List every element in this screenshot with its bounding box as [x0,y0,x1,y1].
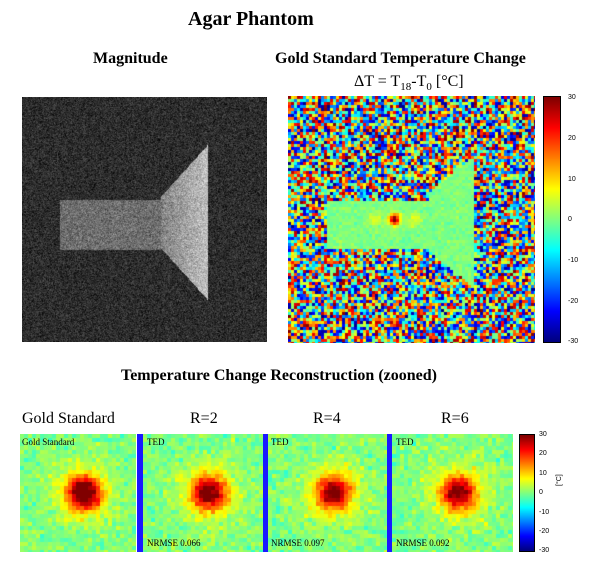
tile-r4 [268,434,387,552]
tile-r2 [143,434,263,552]
colorbar-bottom-tick: -10 [539,509,550,516]
figure-title: Agar Phantom [188,8,314,30]
col-label-gold: Gold Standard [22,410,115,427]
tile-tag: TED [396,437,414,447]
colorbar-top [543,96,561,343]
delta-suffix: [°C] [431,73,464,90]
tile-tag: TED [271,437,289,447]
colorbar-bottom-tick: 20 [539,450,547,457]
colorbar-bottom-tick: 0 [539,489,543,496]
tile-separator [263,434,268,552]
tile-gold-standard [20,434,136,552]
colorbar-top-tick: 20 [568,135,576,142]
magnitude-title: Magnitude [93,50,168,67]
tile-separator [137,434,143,552]
colorbar-top-tick: -30 [568,338,579,345]
delta-mid: -T [411,73,427,90]
delta-sub-18: 18 [400,81,412,94]
colorbar-top-tick: 30 [568,94,576,101]
col-label-r2: R=2 [190,410,218,427]
tile-tag: TED [147,437,165,447]
tile-nrmse: NRMSE 0.092 [396,538,450,548]
colorbar-unit: [°C] [556,474,563,486]
gold-standard-title: Gold Standard Temperature Change [275,50,526,67]
col-label-r6: R=6 [441,410,469,427]
gold-standard-temperature-map [288,96,535,343]
colorbar-top-tick: -10 [568,257,579,264]
tile-tag: Gold Standard [22,437,75,447]
colorbar-bottom-tick: 30 [539,431,547,438]
col-label-r4: R=4 [313,410,341,427]
tile-r6 [392,434,513,552]
tile-nrmse: NRMSE 0.066 [147,538,201,548]
delta-sub-0: 0 [426,81,432,94]
tile-nrmse: NRMSE 0.097 [271,538,325,548]
reconstruction-title: Temperature Change Reconstruction (zoone… [121,367,437,384]
tile-separator [387,434,392,552]
magnitude-image [22,97,267,342]
colorbar-top-tick: -20 [568,298,579,305]
colorbar-bottom-tick: 10 [539,470,547,477]
colorbar-top-tick: 10 [568,176,576,183]
colorbar-bottom-tick: -20 [539,528,550,535]
colorbar-bottom-tick: -30 [539,547,550,554]
colorbar-bottom [519,434,535,552]
delta-t-formula: ΔT = T18-T0 [°C] [354,73,464,93]
colorbar-top-tick: 0 [568,216,572,223]
delta-prefix: ΔT = T [354,73,401,90]
